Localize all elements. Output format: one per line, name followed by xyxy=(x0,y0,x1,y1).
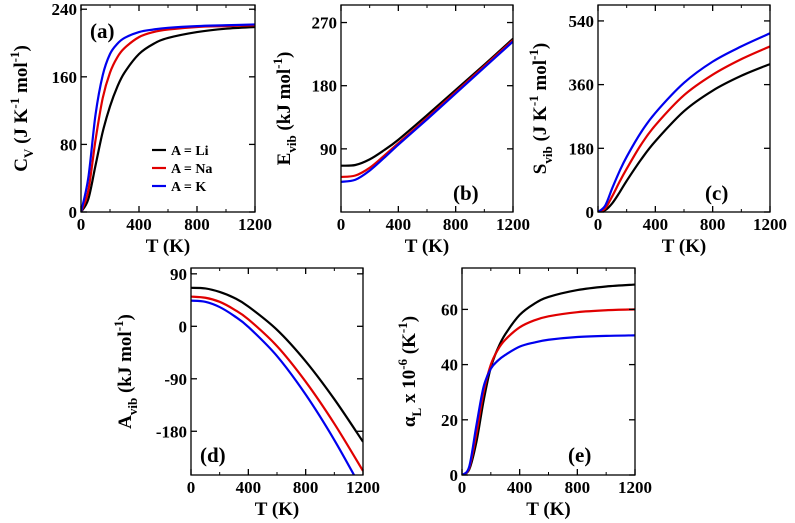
series-line-li xyxy=(462,283,635,475)
x-axis-label: T (K) xyxy=(146,236,191,257)
y-tick-label: 0 xyxy=(179,317,188,336)
x-axis-label: T (K) xyxy=(526,499,571,520)
legend-label: A = Li xyxy=(171,144,209,159)
y-tick-label: 20 xyxy=(441,411,458,430)
panel-tag: (a) xyxy=(90,19,115,43)
y-tick-label: 540 xyxy=(569,12,595,31)
y-tick-label: -180 xyxy=(156,422,187,441)
x-tick-label: 800 xyxy=(293,478,319,497)
panel-tag: (b) xyxy=(453,181,479,205)
x-tick-label: 400 xyxy=(236,478,262,497)
x-tick-label: 400 xyxy=(126,215,152,234)
series-line-na xyxy=(598,45,770,212)
y-tick-label: 180 xyxy=(312,77,338,96)
y-tick-label: 270 xyxy=(312,14,338,33)
panel-tag: (c) xyxy=(705,181,728,205)
y-tick-label: 180 xyxy=(569,139,595,158)
legend-label: A = Na xyxy=(171,162,212,177)
y-tick-label: 80 xyxy=(60,135,77,154)
x-tick-label: 0 xyxy=(458,478,467,497)
series-line-li xyxy=(341,37,513,167)
x-tick-label: 400 xyxy=(386,215,412,234)
y-axis-label: αL x 10-6 (K-1) xyxy=(395,316,424,427)
y-tick-label: 0 xyxy=(69,203,78,222)
series-line-li xyxy=(191,286,363,443)
panel-tag: (e) xyxy=(568,443,591,467)
x-axis-label: T (K) xyxy=(405,236,450,257)
x-tick-label: 1200 xyxy=(496,215,530,234)
series-line-na xyxy=(191,295,363,472)
series-line-k xyxy=(191,299,356,475)
y-axis-label: CV (J K-1 mol-1) xyxy=(7,45,36,172)
legend-label: A = K xyxy=(171,180,206,195)
series-line-k xyxy=(462,334,635,475)
panel-e: 0 400 800 1200 0 20 40 60 T (K) αL x 10-6 (K-1) (e… xyxy=(395,267,652,520)
x-tick-label: 400 xyxy=(507,478,533,497)
x-tick-label: 800 xyxy=(700,215,726,234)
y-tick-label: 0 xyxy=(450,466,459,485)
y-tick-label: 360 xyxy=(569,76,595,95)
y-tick-label: 90 xyxy=(320,140,337,159)
plot-frame xyxy=(340,4,514,213)
y-tick-label: 60 xyxy=(441,300,458,319)
x-axis-label: T (K) xyxy=(255,499,300,520)
y-tick-label: 0 xyxy=(586,203,595,222)
series-line-na xyxy=(462,308,635,475)
x-tick-label: 1200 xyxy=(238,215,272,234)
x-tick-label: 800 xyxy=(184,215,210,234)
y-tick-label: 40 xyxy=(441,356,458,375)
x-tick-label: 1200 xyxy=(346,478,380,497)
panel-b: 0 400 800 1200 90 180 270 T (K) Evib (kJ mol-1) (… xyxy=(270,4,530,257)
y-axis-label: Avib (kJ mol-1) xyxy=(111,314,140,429)
series-line-k xyxy=(598,32,770,212)
y-tick-label: 240 xyxy=(52,0,78,19)
x-tick-label: 800 xyxy=(443,215,469,234)
x-tick-label: 400 xyxy=(643,215,669,234)
panel-d: 0 400 800 1200 90 0 -90 -180 T (K) Avib (kJ mol-1… xyxy=(111,265,380,520)
series-line-li xyxy=(81,25,255,212)
x-tick-label: 1200 xyxy=(753,215,787,234)
legend: A = Li A = Na A = K xyxy=(152,144,212,195)
y-tick-label: 160 xyxy=(52,68,78,87)
y-tick-label: 90 xyxy=(170,265,187,284)
x-tick-label: 0 xyxy=(594,215,603,234)
x-tick-label: 800 xyxy=(565,478,591,497)
plot-frame xyxy=(597,4,771,213)
x-tick-label: 0 xyxy=(187,478,196,497)
series-line-k xyxy=(341,40,513,183)
panel-a: 0 400 800 1200 0 80 160 240 T (K) CV (J K-1 mol-1… xyxy=(7,0,272,257)
x-tick-label: 0 xyxy=(337,215,346,234)
panel-c: 0 400 800 1200 0 180 360 540 T (K) Svib (J K-1 mo… xyxy=(526,4,787,257)
y-tick-label: -90 xyxy=(164,370,187,389)
panel-tag: (d) xyxy=(200,443,226,467)
x-tick-label: 0 xyxy=(77,215,86,234)
series-line-li xyxy=(598,63,770,212)
y-axis-label: Svib (J K-1 mol-1) xyxy=(526,43,555,174)
y-axis-label: Evib (kJ mol-1) xyxy=(270,52,299,166)
x-axis-label: T (K) xyxy=(662,236,707,257)
series-line-k xyxy=(81,23,255,212)
x-tick-label: 1200 xyxy=(618,478,652,497)
